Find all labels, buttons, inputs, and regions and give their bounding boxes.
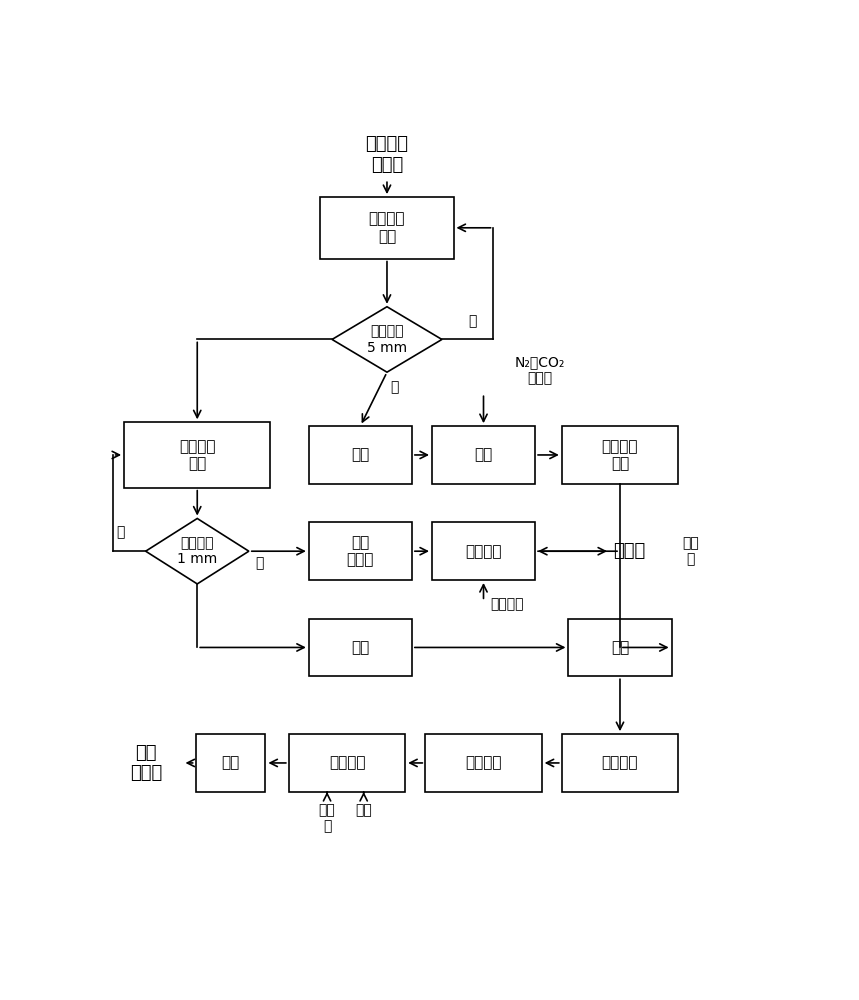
Text: 粗渣: 粗渣 — [351, 447, 369, 462]
Text: 离心脱水: 离心脱水 — [602, 755, 638, 770]
FancyBboxPatch shape — [562, 426, 679, 484]
Text: 搅拌混匀: 搅拌混匀 — [329, 755, 365, 770]
Text: 粘结
剂: 粘结 剂 — [319, 803, 335, 833]
FancyBboxPatch shape — [432, 426, 535, 484]
FancyBboxPatch shape — [308, 426, 412, 484]
Text: 冲施肥: 冲施肥 — [613, 542, 646, 560]
Text: 搅拌混匀: 搅拌混匀 — [466, 544, 502, 559]
Text: 否: 否 — [468, 314, 477, 328]
Text: 是: 是 — [390, 380, 399, 394]
Text: 固液混合
发酵液: 固液混合 发酵液 — [365, 135, 409, 174]
FancyBboxPatch shape — [308, 619, 412, 676]
FancyBboxPatch shape — [569, 619, 672, 676]
FancyBboxPatch shape — [196, 734, 265, 792]
Text: 一级固液
分离: 一级固液 分离 — [369, 212, 405, 244]
Text: 粒径小于
5 mm: 粒径小于 5 mm — [367, 324, 407, 355]
Polygon shape — [332, 307, 442, 372]
Text: 无机肥料: 无机肥料 — [490, 597, 524, 611]
FancyBboxPatch shape — [308, 522, 412, 580]
Text: 混合: 混合 — [611, 640, 629, 655]
Text: 是: 是 — [255, 556, 264, 570]
Text: 二级固液
分离: 二级固液 分离 — [179, 439, 216, 471]
Text: 配料: 配料 — [356, 803, 372, 817]
FancyBboxPatch shape — [425, 734, 542, 792]
FancyBboxPatch shape — [432, 522, 535, 580]
Text: 造粒: 造粒 — [222, 755, 240, 770]
Text: 生物
炭: 生物 炭 — [683, 536, 699, 566]
Text: 好氧堆肥: 好氧堆肥 — [466, 755, 502, 770]
Text: 研磨洗涤
干燥: 研磨洗涤 干燥 — [602, 439, 638, 471]
Text: 炭化: 炭化 — [474, 447, 492, 462]
Text: 细渣: 细渣 — [351, 640, 369, 655]
Polygon shape — [146, 518, 249, 584]
Text: N₂与CO₂
混合气: N₂与CO₂ 混合气 — [515, 355, 565, 386]
FancyBboxPatch shape — [320, 197, 454, 259]
FancyBboxPatch shape — [289, 734, 405, 792]
Text: 否: 否 — [116, 526, 125, 540]
Text: 粒径小于
1 mm: 粒径小于 1 mm — [177, 536, 217, 566]
Text: 炭基
有机肥: 炭基 有机肥 — [130, 744, 162, 782]
Text: 剩余
发酵液: 剩余 发酵液 — [347, 535, 374, 567]
FancyBboxPatch shape — [562, 734, 679, 792]
FancyBboxPatch shape — [124, 422, 271, 488]
